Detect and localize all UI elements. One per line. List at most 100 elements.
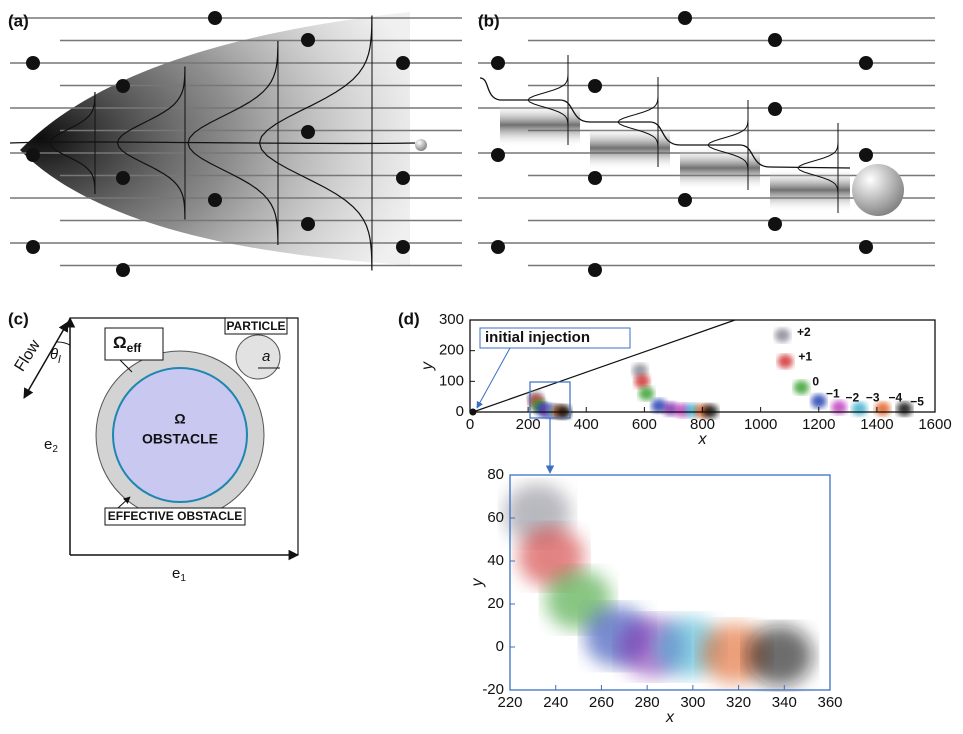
post xyxy=(396,240,410,254)
cluster xyxy=(634,374,650,389)
profile xyxy=(797,138,839,198)
y-tick-label: 0 xyxy=(456,403,464,420)
obstacle xyxy=(112,367,248,503)
post xyxy=(678,11,692,25)
post xyxy=(301,33,315,47)
x-tick-label: 1000 xyxy=(744,416,777,433)
x-tick-label: 600 xyxy=(632,416,657,433)
panel-label: (d) xyxy=(398,309,420,328)
post xyxy=(768,33,782,47)
x-tick-label: 300 xyxy=(680,694,705,711)
subscript: l xyxy=(58,354,61,366)
y-tick-label: 200 xyxy=(439,342,464,359)
band xyxy=(590,126,670,170)
cluster xyxy=(777,354,794,369)
cluster xyxy=(632,363,648,378)
profile xyxy=(116,66,186,220)
leader xyxy=(119,359,133,373)
chart: 220 240 260 280 300 320 340 360 -20 0 20 40 60 80 x y xyxy=(469,466,842,726)
trajectory xyxy=(479,77,851,169)
trajectory xyxy=(9,141,416,145)
cluster xyxy=(831,400,847,415)
frame xyxy=(70,317,299,555)
flow-arrow xyxy=(23,321,69,399)
cluster xyxy=(638,386,655,401)
y-tick-label: -20 xyxy=(482,681,504,698)
post xyxy=(208,11,222,25)
y-axis-label: y xyxy=(419,361,436,371)
flow-label: Flow xyxy=(12,337,45,375)
particle-label: PARTICLE xyxy=(226,319,285,333)
particle xyxy=(415,139,427,151)
y-tick-label: 0 xyxy=(496,638,504,655)
cluster xyxy=(811,394,827,409)
x-tick-label: 400 xyxy=(574,416,599,433)
post xyxy=(491,56,505,70)
post xyxy=(26,56,40,70)
profile xyxy=(49,91,96,195)
post xyxy=(491,148,505,162)
post xyxy=(26,240,40,254)
injection-label: initial injection xyxy=(485,329,590,346)
panel-label: (a) xyxy=(8,11,29,30)
subscript: eff xyxy=(127,341,143,355)
leader xyxy=(117,496,131,509)
symbol: θ xyxy=(50,346,58,363)
post xyxy=(26,148,40,162)
panel-d: 0 200 400 600 800 1000 1200 1400 16000100200300x… xyxy=(419,311,951,726)
cluster xyxy=(774,328,791,343)
post xyxy=(588,263,602,277)
plume xyxy=(20,12,410,265)
y-tick-label: 300 xyxy=(439,311,464,328)
x-tick-label: 280 xyxy=(635,694,660,711)
x-tick-label: 0 xyxy=(466,416,474,433)
cluster-label: 0 xyxy=(812,374,819,388)
y-tick-label: 40 xyxy=(487,552,504,569)
cluster xyxy=(746,625,813,686)
injection-box xyxy=(479,327,631,349)
profile xyxy=(258,15,373,271)
panel-c: (c) Flow θl Ωeff PARTICLE a Ω OBSTACLE E… xyxy=(8,309,300,584)
chart: 0 200 400 600 800 1000 1200 1400 1600 0 100 200 300 x… xyxy=(419,311,952,474)
post xyxy=(859,56,873,70)
post xyxy=(301,125,315,139)
x-tick-label: 200 xyxy=(516,416,541,433)
symbol: e xyxy=(44,436,52,453)
profile xyxy=(187,41,279,245)
label-box xyxy=(224,317,288,335)
post xyxy=(491,240,505,254)
band xyxy=(680,146,760,190)
particle xyxy=(235,334,281,380)
cluster-label: +2 xyxy=(797,325,811,339)
symbol: e xyxy=(172,565,180,582)
profile xyxy=(527,70,569,130)
y-tick-label: 100 xyxy=(439,372,464,389)
symbol: Ω xyxy=(113,333,127,352)
cluster-label: −2 xyxy=(845,390,859,404)
e1: e1 xyxy=(172,565,186,584)
post xyxy=(588,79,602,93)
panel-a xyxy=(9,11,462,277)
x-axis-label: x xyxy=(665,709,675,726)
panel-label: (b) xyxy=(478,11,500,30)
cluster-label: −1 xyxy=(826,386,840,400)
cluster xyxy=(793,380,810,395)
post xyxy=(768,217,782,231)
injection-arrow xyxy=(476,347,511,409)
profile xyxy=(707,115,749,175)
cluster-label: −4 xyxy=(889,390,903,404)
band xyxy=(770,168,850,212)
post xyxy=(116,263,130,277)
particle xyxy=(852,164,904,216)
x-tick-label: 240 xyxy=(543,694,568,711)
x-tick-label: 1200 xyxy=(802,416,835,433)
y-tick-label: 20 xyxy=(487,595,504,612)
x-tick-label: 320 xyxy=(726,694,751,711)
x-tick-label: 220 xyxy=(497,694,522,711)
post xyxy=(396,56,410,70)
x-tick-label: 1400 xyxy=(860,416,893,433)
x-tick-label: 340 xyxy=(772,694,797,711)
x-tick-label: 260 xyxy=(589,694,614,711)
